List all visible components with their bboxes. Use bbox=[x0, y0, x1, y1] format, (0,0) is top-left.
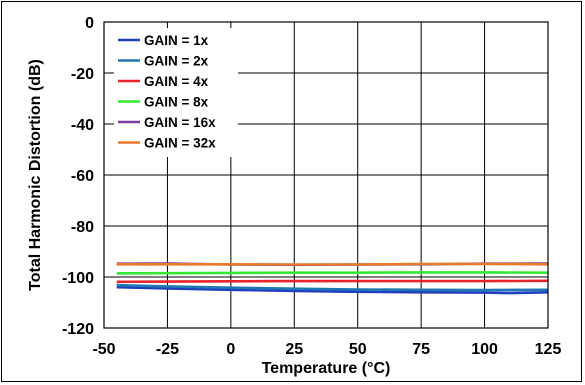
x-tick-label: 25 bbox=[285, 341, 303, 358]
y-tick-label: 0 bbox=[85, 15, 94, 32]
x-tick-label: -25 bbox=[156, 341, 179, 358]
x-tick-label: 75 bbox=[412, 341, 430, 358]
x-tick-label: 50 bbox=[349, 341, 367, 358]
y-tick-label: -80 bbox=[71, 219, 94, 236]
legend-label: GAIN = 1x bbox=[144, 33, 209, 48]
x-tick-label: -50 bbox=[92, 341, 115, 358]
y-tick-label: -120 bbox=[62, 321, 94, 338]
x-tick-label: 125 bbox=[535, 341, 562, 358]
y-tick-label: -40 bbox=[71, 117, 94, 134]
x-axis-label: Temperature (°C) bbox=[262, 360, 391, 377]
y-tick-label: -60 bbox=[71, 168, 94, 185]
legend-label: GAIN = 2x bbox=[144, 54, 209, 69]
x-tick-labels: -50 -25 0 25 50 75 100 125 bbox=[92, 341, 561, 358]
legend-label: GAIN = 8x bbox=[144, 95, 209, 110]
legend-label: GAIN = 32x bbox=[144, 136, 216, 151]
y-tick-label: -100 bbox=[62, 270, 94, 287]
series-line-gain-4x bbox=[116, 279, 549, 284]
series-line-gain-2x bbox=[116, 283, 549, 292]
x-tick-label: 0 bbox=[226, 341, 235, 358]
legend-label: GAIN = 16x bbox=[144, 115, 216, 130]
series-lines bbox=[116, 262, 549, 295]
legend: GAIN = 1x GAIN = 2x GAIN = 4x GAIN = 8x GAIN… bbox=[114, 28, 238, 157]
series-line-gain-8x bbox=[116, 271, 549, 275]
series-line-gain-32x bbox=[116, 262, 549, 266]
x-tick-label: 100 bbox=[471, 341, 498, 358]
y-tick-labels: -120 -100 -80 -60 -40 -20 0 bbox=[62, 15, 94, 338]
legend-background bbox=[114, 28, 238, 157]
y-tick-label: -20 bbox=[71, 66, 94, 83]
plot-area-border bbox=[103, 21, 549, 329]
legend-label: GAIN = 4x bbox=[144, 74, 209, 89]
series-line-gain-1x bbox=[116, 285, 549, 295]
y-axis-label: Total Harmonic Distortion (dB) bbox=[27, 59, 44, 291]
